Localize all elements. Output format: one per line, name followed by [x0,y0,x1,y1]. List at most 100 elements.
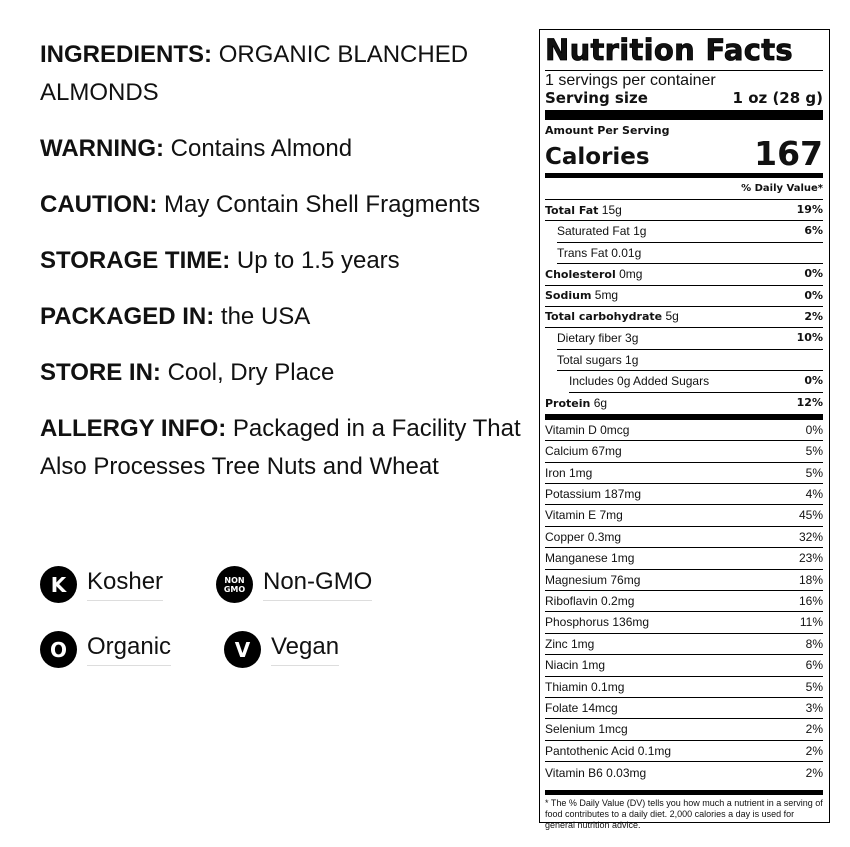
vitamin-dv: 8% [805,636,823,651]
calories-label: Calories [545,144,650,170]
vitamin-row: Zinc 1mg 8% [545,634,823,656]
daily-value-header: % Daily Value* [545,178,823,200]
badge-label: Kosher [87,568,164,601]
nutrient-name: Total carbohydrate [545,310,663,324]
badge-vegan: V Vegan [224,631,340,668]
organic-icon: O [40,631,77,668]
badge-organic: O Organic [40,631,172,668]
divider [545,173,823,178]
nutrient-name: Total sugars [557,352,622,367]
nutrient-row: Total carbohydrate 5g 2% [545,307,823,329]
badge-non-gmo: NON GMO Non-GMO [216,566,373,603]
nutrient-row: Includes 0g Added Sugars 0% [569,371,823,393]
vitamin-row: Riboflavin 0.2mg 16% [545,591,823,613]
info-line: ALLERGY INFO: Packaged in a Facility Tha… [40,410,530,486]
vitamin-row: Niacin 1mg 6% [545,655,823,677]
vitamin-dv: 4% [805,487,823,502]
info-value: Packaged in a Facility That Also Process… [40,415,521,480]
vitamin-row: Thiamin 0.1mg 5% [545,677,823,698]
badge-kosher: K Kosher [40,566,164,603]
vitamin-name: Magnesium 76mg [545,572,641,587]
nutrient-row: Cholesterol 0mg 0% [545,264,823,286]
nutrient-amount: 15g [601,202,622,217]
vitamin-name: Vitamin D 0mcg [545,422,630,437]
vitamin-dv: 5% [805,465,823,480]
vitamin-name: Calcium 67mg [545,444,622,459]
vitamin-dv: 5% [805,444,823,459]
servings-per-container: 1 servings per container [545,72,716,89]
nutrient-name: Dietary fiber [557,331,622,346]
info-line: CAUTION: May Contain Shell Fragments [40,186,530,224]
nutrient-name: Saturated Fat [557,224,630,239]
vitamin-name: Phosphorus 136mg [545,615,650,630]
serving-size: Serving size 1 oz (28 g) [545,89,823,107]
badge-label: Vegan [271,633,340,666]
info-label: STORE IN: [40,359,161,386]
vitamin-name: Folate 14mcg [545,700,618,715]
nutrient-dv: 12% [796,396,823,409]
vitamin-row: Manganese 1mg 23% [545,548,823,570]
nutrient-amount: 5g [665,309,679,324]
vitamin-name: Vitamin E 7mg [545,508,623,523]
vitamin-row: Folate 14mcg 3% [545,698,823,720]
nutrient-row: Saturated Fat 1g 6% [557,221,823,243]
info-line: STORE IN: Cool, Dry Place [40,354,530,392]
info-line: INGREDIENTS: ORGANIC BLANCHED ALMONDS [40,36,530,112]
vitamin-name: Niacin 1mg [545,658,606,673]
nutrient-dv: 19% [796,203,823,216]
info-value: the USA [220,303,311,330]
footnote: * The % Daily Value (DV) tells you how m… [545,789,823,831]
vitamin-row: Phosphorus 136mg 11% [545,612,823,634]
nutrient-row: Total Fat 15g 19% [545,200,823,222]
nutrient-name: Includes 0g Added Sugars [569,374,710,389]
vitamin-name: Potassium 187mg [545,487,642,502]
vitamin-dv: 6% [805,658,823,673]
nutrient-name: Cholesterol [545,267,616,281]
nutrient-amount: 5mg [594,288,619,303]
nutrition-facts-label: Nutrition Facts 1 servings per container… [539,29,830,830]
vitamin-row: Potassium 187mg 4% [545,484,823,506]
amount-per-serving: Amount Per Serving [545,124,670,137]
vitamin-dv: 2% [805,722,823,737]
nutrient-amount: 1g [633,224,647,239]
info-value: May Contain Shell Fragments [164,191,481,218]
vitamin-row: Vitamin B6 0.03mg 2% [545,762,823,783]
serving-size-value: 1 oz (28 g) [732,89,823,107]
badge-label: Non-GMO [263,568,373,601]
nutrient-row: Total sugars 1g [557,350,823,372]
nutrient-amount: 1g [625,352,639,367]
vitamin-dv: 3% [805,700,823,715]
vitamin-row: Copper 0.3mg 32% [545,527,823,549]
calories: Calories 167 [545,137,823,171]
vitamin-row: Selenium 1mcg 2% [545,719,823,741]
nutrient-amount: 6g [593,395,608,410]
nutrient-dv: 0% [804,374,823,388]
badge-label: Organic [87,633,172,666]
info-label: STORAGE TIME: [40,247,231,274]
nutrient-name: Trans Fat [557,245,608,260]
vitamin-dv: 45% [798,508,823,523]
vitamin-row: Magnesium 76mg 18% [545,570,823,592]
vitamin-dv: 16% [798,594,823,609]
divider [545,110,823,120]
vitamin-name: Selenium 1mcg [545,722,628,737]
vitamin-name: Pantothenic Acid 0.1mg [545,743,672,758]
vitamin-row: Vitamin D 0mcg 0% [545,420,823,442]
vitamin-dv: 2% [805,743,823,758]
info-label: WARNING: [40,135,164,162]
vitamin-name: Vitamin B6 0.03mg [545,765,647,780]
nutrient-row: Protein 6g 12% [545,393,823,414]
info-value: Contains Almond [170,135,353,162]
nutrient-amount: 3g [625,331,639,346]
vitamin-row: Iron 1mg 5% [545,463,823,485]
info-value: Cool, Dry Place [167,359,335,386]
info-label: ALLERGY INFO: [40,415,227,442]
nutrient-row: Dietary fiber 3g 10% [557,328,823,350]
info-line: STORAGE TIME: Up to 1.5 years [40,242,530,280]
nutrient-name: Protein [545,396,591,410]
vitamin-dv: 32% [798,529,823,544]
serving-size-label: Serving size [545,89,648,107]
calories-value: 167 [754,134,823,173]
nutrient-amount: 0.01g [611,245,642,260]
vitamin-name: Manganese 1mg [545,551,635,566]
